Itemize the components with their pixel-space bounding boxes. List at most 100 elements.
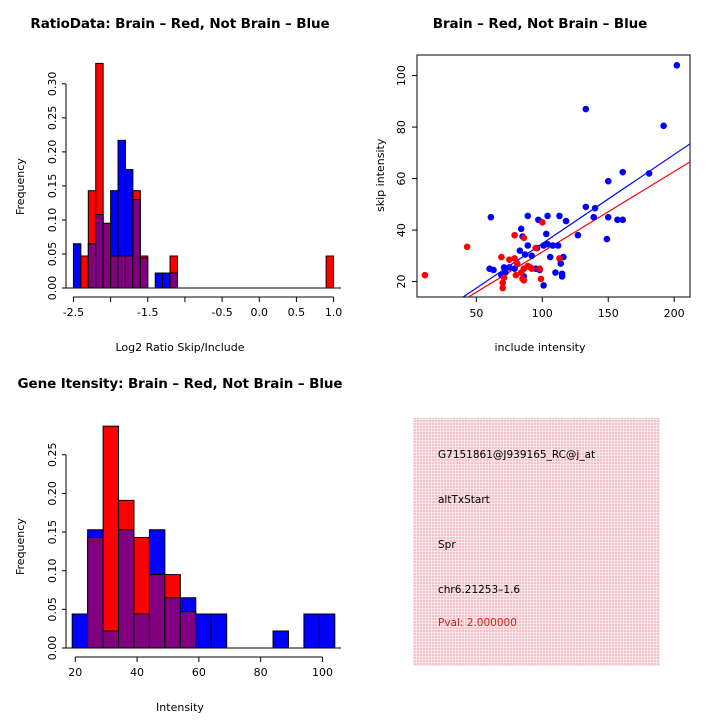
x-tick-label: 0.5	[288, 306, 306, 319]
scatter-point	[542, 230, 550, 238]
scatter-point	[574, 231, 582, 239]
scatter-point	[544, 212, 551, 220]
scatter-point	[540, 282, 547, 289]
y-tick-label: 0.00	[46, 636, 59, 661]
intensity-scatter-panel: Brain – Red, Not Brain – Blue 20 40 60 80 10…	[360, 0, 720, 360]
histogram-bar-overlap	[179, 611, 197, 649]
gene-histogram-svg: 0.00 0.05 0.10 0.15 0.20 0.25 20 40 60 80 100	[46, 425, 341, 679]
x-tick-label: -0.5	[211, 306, 232, 319]
histogram-bar-overlap	[102, 630, 120, 649]
scatter-point	[558, 273, 566, 280]
ratio-y-axis-label: Frequency	[14, 158, 27, 215]
histogram-bar	[303, 613, 320, 649]
scatter-point	[557, 260, 565, 267]
scatter-point	[538, 219, 546, 226]
y-tick-label: 0.20	[46, 481, 59, 506]
scatter-point	[512, 271, 520, 279]
histogram-bar-overlap	[139, 257, 149, 289]
y-tick-label: 0.25	[46, 106, 59, 130]
scatter-point	[511, 265, 518, 272]
histogram-bar-overlap	[164, 597, 181, 649]
gene-intensity-histogram-panel: Gene Itensity: Brain – Red, Not Brain – …	[0, 360, 360, 720]
ratio-histogram-svg: 0.00 0.05 0.10 0.15 0.20 0.25 0.30 -2.5 -1.5 -0.5…	[46, 62, 343, 319]
y-tick-label: 0.10	[46, 208, 59, 233]
scatter-point	[614, 216, 621, 224]
scatter-point	[549, 242, 557, 249]
x-tick-label: 200	[664, 307, 685, 320]
scatter-point	[513, 260, 521, 267]
scatter-point	[516, 247, 524, 254]
y-tick-label: 60	[395, 172, 408, 186]
histogram-bar-overlap	[169, 272, 178, 289]
scatter-point	[562, 217, 570, 225]
x-tick-label: 80	[254, 666, 268, 679]
scatter-point	[499, 284, 507, 292]
y-tick-label: 0.15	[46, 174, 59, 199]
histogram-bar	[162, 272, 171, 289]
scatter-point	[544, 240, 551, 248]
scatter-point	[490, 266, 497, 274]
scatter-point	[673, 61, 681, 69]
scatter-point	[660, 122, 667, 130]
scatter-point	[524, 242, 532, 249]
scatter-point	[645, 170, 653, 177]
y-tick-label: 0.05	[46, 597, 59, 622]
y-tick-label: 100	[395, 65, 408, 86]
scatter-point	[521, 251, 529, 258]
histogram-bar-overlap	[87, 243, 97, 289]
x-tick-label: 20	[68, 666, 82, 679]
scatter-point	[619, 216, 627, 224]
scatter-point	[500, 264, 508, 271]
histogram-bar	[210, 613, 228, 649]
scatter-point	[498, 253, 505, 261]
x-tick-label: 1.0	[325, 306, 343, 319]
scatter-title: Brain – Red, Not Brain – Blue	[432, 16, 648, 32]
y-tick-label: 0.10	[46, 558, 59, 583]
scatter-point	[604, 177, 612, 185]
y-tick-label: 80	[395, 120, 408, 134]
scatter-point	[603, 235, 611, 243]
histogram-bar	[72, 243, 82, 289]
x-tick-label: -1.5	[137, 306, 158, 319]
x-tick-label: -2.5	[63, 306, 84, 319]
scatter-x-axis-label: include intensity	[494, 341, 586, 354]
x-tick-label: 40	[130, 666, 144, 679]
gene-x-axis-label: Intensity	[156, 701, 204, 714]
scatter-y-axis-label: skip intensity	[374, 138, 387, 212]
scatter-point	[556, 212, 563, 220]
scatter-point	[506, 256, 513, 263]
code-text: Spr	[438, 539, 456, 551]
histogram-bar	[325, 255, 335, 289]
y-tick-label: 0.20	[46, 140, 59, 165]
scatter-point	[463, 243, 471, 251]
histogram-bar	[102, 425, 120, 649]
gene-y-axis-label: Frequency	[14, 518, 27, 575]
scatter-point	[619, 168, 627, 176]
histogram-bar-overlap	[118, 529, 135, 649]
histogram-bar	[318, 613, 336, 649]
scatter-point	[582, 105, 590, 113]
y-tick-label: 0.05	[46, 242, 59, 267]
histogram-bar	[272, 630, 289, 649]
histogram-bar	[195, 613, 212, 649]
pval-text: Pval: 2.000000	[438, 617, 517, 629]
y-tick-label: 0.25	[46, 443, 59, 468]
x-tick-label: 0.0	[250, 306, 268, 319]
y-tick-label: 20	[395, 275, 408, 289]
scatter-point	[502, 269, 509, 276]
ratio-histogram-panel: RatioData: Brain – Red, Not Brain – Blue…	[0, 0, 360, 360]
scatter-point	[528, 252, 536, 260]
ratio-histogram-title: RatioData: Brain – Red, Not Brain – Blue	[30, 16, 330, 32]
scatter-point	[421, 271, 429, 279]
histogram-bar-overlap	[133, 613, 150, 649]
ratio-x-axis-label: Log2 Ratio Skip/Include	[115, 341, 245, 354]
intensity-scatter-svg: 20 40 60 80 100 50 100 150 200	[395, 54, 691, 320]
scatter-point	[532, 244, 539, 252]
x-tick-label: 50	[469, 307, 483, 320]
histogram-bar-overlap	[124, 255, 134, 289]
scatter-point	[517, 225, 525, 233]
scatter-point	[604, 213, 612, 221]
scatter-point	[528, 265, 536, 272]
histogram-bar-overlap	[117, 255, 126, 289]
x-tick-label: 100	[312, 666, 333, 679]
